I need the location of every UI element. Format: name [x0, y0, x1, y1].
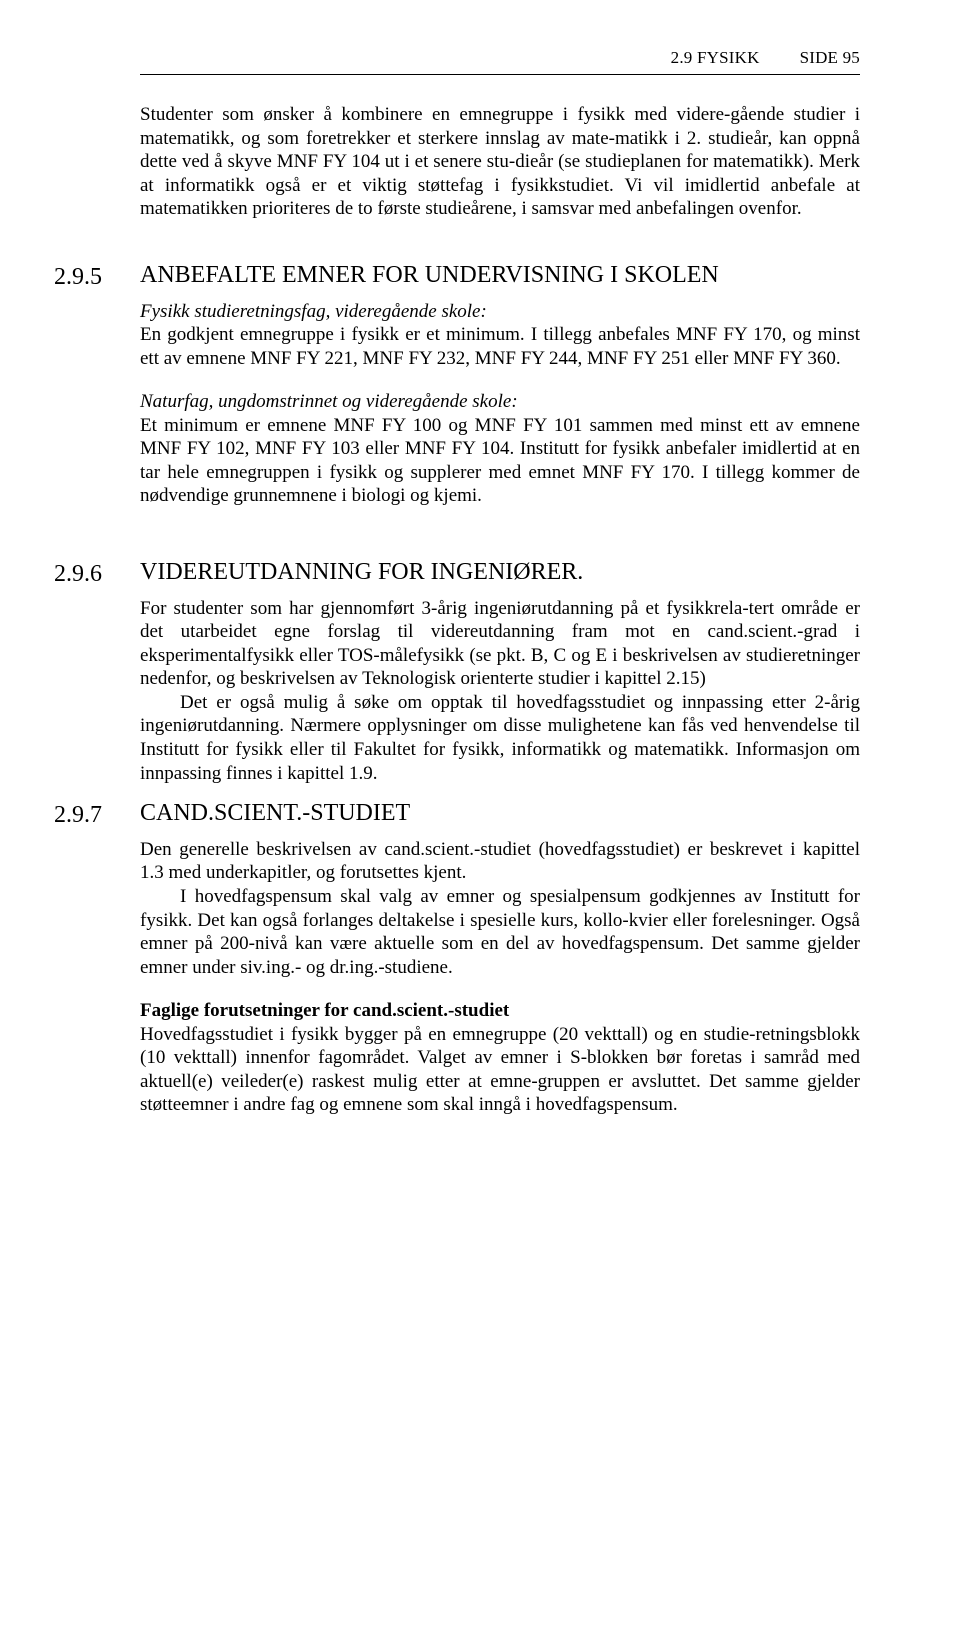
section-body: CAND.SCIENT.-STUDIET Den generelle beskr…: [140, 799, 860, 1117]
body-text: Den generelle beskrivelsen av cand.scien…: [140, 838, 860, 885]
section-number: 2.9.7: [54, 799, 140, 1117]
body-text: En godkjent emnegruppe i fysikk er et mi…: [140, 323, 860, 370]
section-number: 2.9.6: [54, 558, 140, 785]
header-section-label: 2.9 FYSIKK: [671, 48, 760, 68]
section-2-9-5: 2.9.5 ANBEFALTE EMNER FOR UNDERVISNING I…: [140, 261, 860, 528]
section-title: ANBEFALTE EMNER FOR UNDERVISNING I SKOLE…: [140, 261, 860, 290]
bold-subheading: Faglige forutsetninger for cand.scient.-…: [140, 999, 860, 1023]
body-text: Et minimum er emnene MNF FY 100 og MNF F…: [140, 414, 860, 508]
section-number: 2.9.5: [54, 261, 140, 528]
intro-paragraph: Studenter som ønsker å kombinere en emne…: [140, 103, 860, 221]
section-title: CAND.SCIENT.-STUDIET: [140, 799, 860, 828]
section-body: VIDEREUTDANNING FOR INGENIØRER. For stud…: [140, 558, 860, 785]
page-header: 2.9 FYSIKK SIDE 95: [140, 48, 860, 75]
section-2-9-6: 2.9.6 VIDEREUTDANNING FOR INGENIØRER. Fo…: [140, 558, 860, 785]
body-text: For studenter som har gjennomført 3-årig…: [140, 597, 860, 691]
header-page-number: SIDE 95: [800, 48, 860, 68]
document-page: 2.9 FYSIKK SIDE 95 Studenter som ønsker …: [0, 0, 960, 1632]
italic-subheading: Fysikk studieretningsfag, videregående s…: [140, 300, 860, 324]
body-text: Hovedfagsstudiet i fysikk bygger på en e…: [140, 1023, 860, 1117]
section-2-9-7: 2.9.7 CAND.SCIENT.-STUDIET Den generelle…: [140, 799, 860, 1117]
italic-subheading: Naturfag, ungdomstrinnet og videregående…: [140, 390, 860, 414]
body-text: Det er også mulig å søke om opptak til h…: [140, 691, 860, 785]
section-title: VIDEREUTDANNING FOR INGENIØRER.: [140, 558, 860, 587]
section-body: ANBEFALTE EMNER FOR UNDERVISNING I SKOLE…: [140, 261, 860, 528]
body-text: I hovedfagspensum skal valg av emner og …: [140, 885, 860, 979]
paragraph-block: Fysikk studieretningsfag, videregående s…: [140, 300, 860, 371]
paragraph-block: Naturfag, ungdomstrinnet og videregående…: [140, 390, 860, 508]
